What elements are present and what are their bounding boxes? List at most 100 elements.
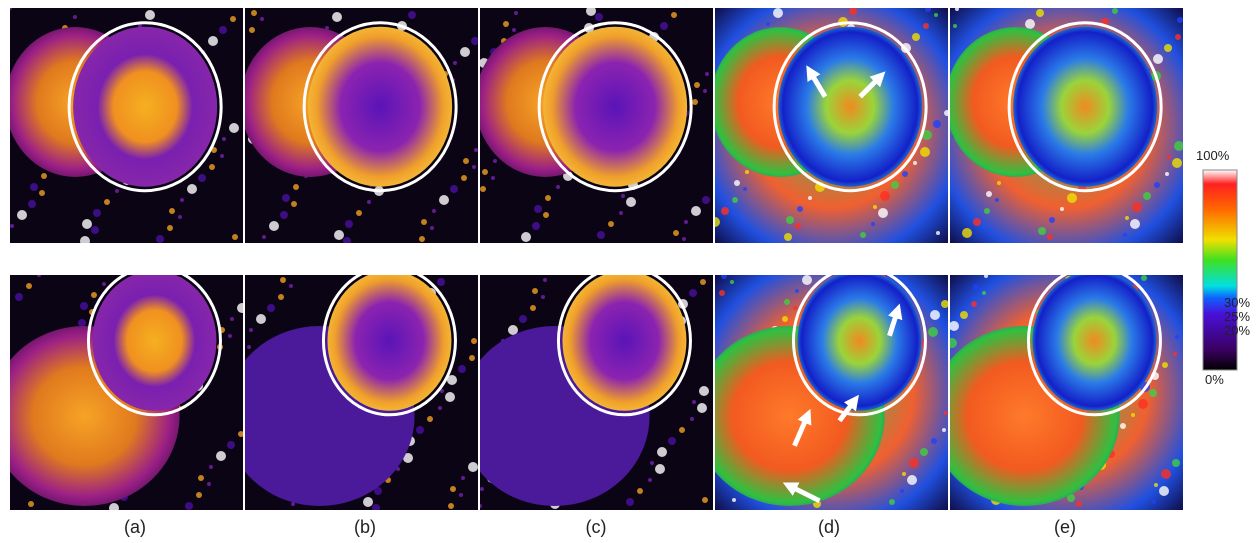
texture xyxy=(416,426,424,434)
texture xyxy=(732,197,738,203)
texture xyxy=(167,225,173,231)
texture xyxy=(808,196,812,200)
texture xyxy=(208,36,218,46)
texture xyxy=(721,275,727,279)
texture xyxy=(427,416,433,422)
texture xyxy=(169,208,175,214)
colorbar-label: 25% xyxy=(1224,309,1250,324)
texture xyxy=(1174,141,1183,151)
texture xyxy=(439,195,449,205)
texture xyxy=(450,185,458,193)
texture xyxy=(608,221,614,227)
texture xyxy=(251,10,257,16)
texture xyxy=(17,210,27,220)
texture xyxy=(1177,17,1183,23)
texture xyxy=(1067,494,1075,502)
texture xyxy=(922,130,932,140)
texture xyxy=(458,365,466,373)
texture xyxy=(971,301,977,307)
texture xyxy=(933,120,941,128)
texture xyxy=(448,503,454,509)
texture xyxy=(332,12,342,22)
texture xyxy=(1154,483,1158,487)
texture xyxy=(156,235,164,243)
texture xyxy=(700,279,706,285)
texture xyxy=(902,171,908,177)
texture xyxy=(1172,158,1182,168)
texture xyxy=(543,212,549,218)
texture xyxy=(82,219,92,229)
image-panel xyxy=(245,275,478,510)
arrow xyxy=(792,408,812,447)
contour xyxy=(791,275,927,417)
texture xyxy=(734,180,740,186)
texture xyxy=(1038,227,1046,235)
texture xyxy=(249,27,255,33)
texture xyxy=(293,184,299,190)
texture xyxy=(668,437,676,445)
texture xyxy=(802,275,812,285)
texture xyxy=(532,222,540,230)
image-panels xyxy=(10,8,1183,510)
texture xyxy=(1162,362,1168,368)
texture xyxy=(984,208,990,214)
texture xyxy=(766,22,770,26)
texture xyxy=(732,498,736,502)
texture xyxy=(973,218,981,226)
texture xyxy=(1161,469,1171,479)
texture xyxy=(655,464,665,474)
texture xyxy=(793,306,797,310)
texture xyxy=(702,196,710,204)
texture xyxy=(474,148,478,152)
texture xyxy=(508,325,518,335)
texture xyxy=(227,441,235,449)
texture xyxy=(930,310,940,320)
texture xyxy=(743,187,747,191)
texture xyxy=(705,72,709,76)
texture xyxy=(860,232,866,238)
colorbar: 100% 30% 25% 20% 0% xyxy=(1196,148,1250,387)
texture xyxy=(198,174,206,182)
texture xyxy=(493,159,497,163)
texture xyxy=(198,475,204,481)
texture xyxy=(907,475,917,485)
contour xyxy=(321,275,457,417)
texture xyxy=(684,220,688,224)
texture xyxy=(356,210,362,216)
texture xyxy=(997,181,1001,185)
contour xyxy=(302,21,458,193)
texture xyxy=(673,230,679,236)
texture xyxy=(280,277,286,283)
texture xyxy=(104,199,110,205)
texture xyxy=(702,497,708,503)
contour xyxy=(537,21,693,193)
texture xyxy=(682,237,686,241)
texture xyxy=(880,191,890,201)
panel-labels: (a) (b) (c) (d) (e) xyxy=(124,517,1076,537)
myocardium xyxy=(73,26,218,187)
texture xyxy=(343,237,351,243)
texture xyxy=(267,304,275,312)
texture xyxy=(1172,459,1180,467)
texture xyxy=(530,305,536,311)
myocardium xyxy=(562,275,687,411)
texture xyxy=(586,8,596,16)
panel-label: (c) xyxy=(586,517,607,537)
texture xyxy=(556,185,560,189)
texture xyxy=(80,236,90,243)
texture xyxy=(102,282,106,286)
texture xyxy=(1165,172,1169,176)
texture xyxy=(260,17,264,21)
texture xyxy=(480,186,486,192)
texture xyxy=(421,219,427,225)
colorbar-label: 30% xyxy=(1224,295,1250,310)
texture xyxy=(26,283,32,289)
texture xyxy=(671,12,677,18)
myocardium xyxy=(1013,26,1158,187)
texture xyxy=(715,217,720,227)
texture xyxy=(289,284,293,288)
texture xyxy=(237,303,243,313)
texture xyxy=(445,392,455,402)
texture xyxy=(447,375,457,385)
texture xyxy=(491,176,495,180)
